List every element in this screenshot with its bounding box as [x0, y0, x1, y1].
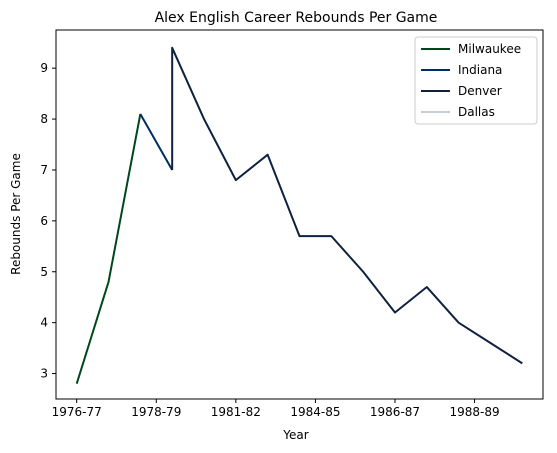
y-tick-label: 8: [40, 112, 48, 126]
legend-label-denver: Denver: [458, 84, 502, 98]
y-tick-label: 3: [40, 367, 48, 381]
y-tick-label: 9: [40, 61, 48, 75]
x-tick-label: 1986-87: [370, 405, 420, 419]
legend-label-indiana: Indiana: [458, 63, 502, 77]
y-tick-label: 6: [40, 214, 48, 228]
x-tick-label: 1976-77: [52, 405, 102, 419]
legend: Milwaukee Indiana Denver Dallas: [414, 36, 538, 125]
series-line-milwaukee: [75, 113, 142, 385]
y-tick-label: 7: [40, 163, 48, 177]
series-line-indiana: [139, 113, 174, 171]
x-tick-label: 1981-82: [211, 405, 261, 419]
x-tick-label: 1978-79: [131, 405, 181, 419]
series-line-denver: [171, 46, 523, 365]
x-axis: 1976-77 1978-79 1981-82 1984-85 1986-87 1988-…: [52, 399, 500, 419]
y-axis: 3 4 5 6 7 8 9: [40, 61, 56, 381]
y-tick-label: 4: [40, 316, 48, 330]
x-tick-label: 1988-89: [449, 405, 499, 419]
legend-label-dallas: Dallas: [458, 105, 495, 119]
x-tick-label: 1984-85: [290, 405, 340, 419]
plot-frame: [55, 29, 544, 400]
x-axis-title: Year: [282, 428, 308, 442]
series-layer: [75, 46, 523, 385]
legend-box: [414, 36, 538, 125]
chart-title: Alex English Career Rebounds Per Game: [155, 10, 438, 26]
legend-label-milwaukee: Milwaukee: [458, 42, 521, 56]
y-tick-label: 5: [40, 265, 48, 279]
y-axis-title: Rebounds Per Game: [9, 153, 23, 275]
